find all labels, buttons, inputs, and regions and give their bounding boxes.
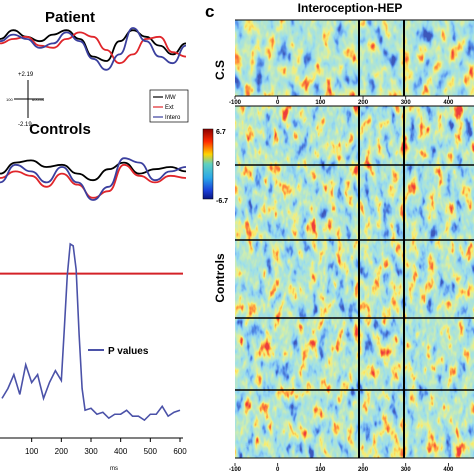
panel-letter: c [205,2,214,21]
scale-bar-left-label: 100 [6,97,13,102]
pvalue-tick-label: 400 [114,447,128,456]
controls-axis-ticks: -100 0 100 200 300 400 [229,463,454,473]
series-ext [0,31,187,65]
legend-mw: MW [165,95,176,101]
row-label-controls: Controls [213,253,227,303]
heatmap-tick-label: 0 [276,100,280,106]
heatmap-tick-label: 100 [315,100,326,106]
row-label-cs: C.S [213,60,227,80]
pvalue-tick-label: 600 [173,447,187,456]
scale-bar [14,80,44,118]
heatmap-tick-label: 0 [276,467,280,473]
pvalue-plot [0,242,183,422]
patient-title: Patient [45,9,95,26]
colorbar-mid: 0 [216,161,220,168]
legend-ext: Ext [165,105,174,111]
heatmap-cs [235,19,474,97]
heatmap-tick-label: 200 [358,100,369,106]
cs-axis-ticks: -100 0 100 200 300 400 [229,96,454,106]
legend-intero: Intero [165,115,181,121]
pvalue-tick-label: 100 [25,447,39,456]
pvalue-tick-label: 500 [144,447,158,456]
heatmap-tick-label: -100 [229,100,242,106]
erp-legend [149,89,189,123]
series-intero [0,157,187,201]
heatmap-controls [235,105,474,459]
series-ext [0,163,187,199]
colorbar-max: 6.7 [216,129,226,136]
controls-title: Controls [29,121,91,138]
heatmap-tick-label: -100 [229,467,242,473]
heatmap-tick-label: 400 [443,100,454,106]
scale-bar-right-label: 600ms [32,97,44,102]
heatmap-tick-label: 200 [358,467,369,473]
heatmap-tick-label: 300 [401,100,412,106]
pvalue-tick-label: 300 [84,447,98,456]
pvalue-tick-label: 200 [55,447,69,456]
pvalue-x-unit: ms [110,466,118,472]
heatmap-tick-label: 300 [401,467,412,473]
heatmap-title: Interoception-HEP [298,1,403,15]
heatmap-tick-label: 100 [315,467,326,473]
series-intero [0,27,187,71]
colorbar-min: -6.7 [216,198,228,205]
scale-bar-top: +2.19 [18,72,34,78]
scale-bar-bottom: -2.19 [18,122,32,128]
controls-erp-plot [0,157,187,201]
patient-erp-plot [0,27,187,71]
pvalue-ticks: 100 200 300 400 500 600 [25,438,187,456]
heatmap-tick-label: 400 [443,467,454,473]
pvalue-legend-label: P values [108,346,149,357]
series-p-values [1,242,181,422]
colorbar [202,128,214,200]
series-mw [0,159,187,182]
